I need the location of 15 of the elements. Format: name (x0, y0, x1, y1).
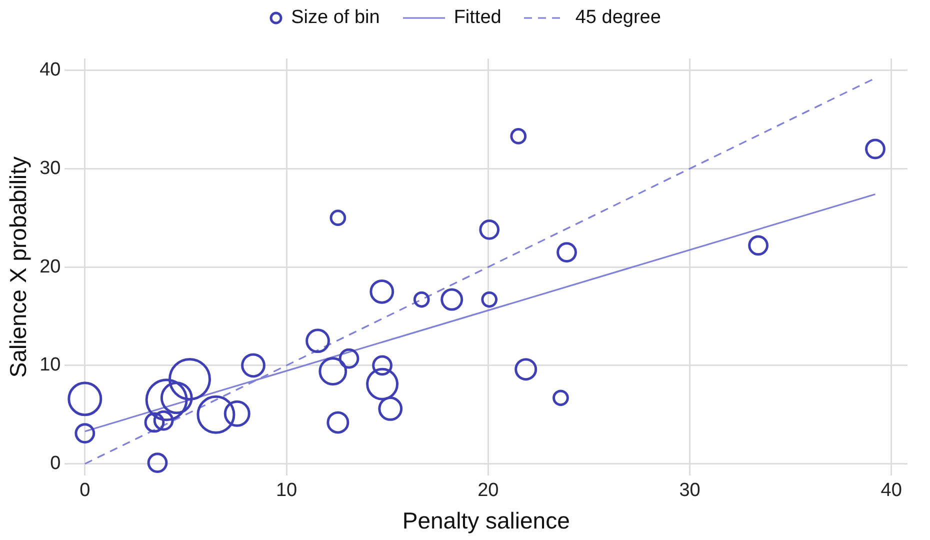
x-tick-label: 40 (880, 480, 902, 502)
y-tick-label: 40 (40, 60, 61, 81)
legend-label: Size of bin (291, 7, 380, 29)
x-tick-label: 0 (80, 480, 90, 502)
y-tick-label: 0 (50, 453, 61, 474)
x-tick-label: 10 (276, 480, 298, 502)
legend-label: Fitted (454, 7, 502, 29)
x-tick-label: 20 (478, 480, 499, 502)
y-tick-label: 30 (40, 158, 61, 179)
y-tick-label: 10 (40, 354, 61, 376)
x-tick-label: 30 (679, 480, 700, 502)
legend-label: 45 degree (575, 7, 661, 29)
x-axis-title: Penalty salience (402, 508, 570, 534)
y-axis-title: Salience X probability (5, 156, 32, 378)
y-tick-label: 20 (40, 256, 61, 278)
